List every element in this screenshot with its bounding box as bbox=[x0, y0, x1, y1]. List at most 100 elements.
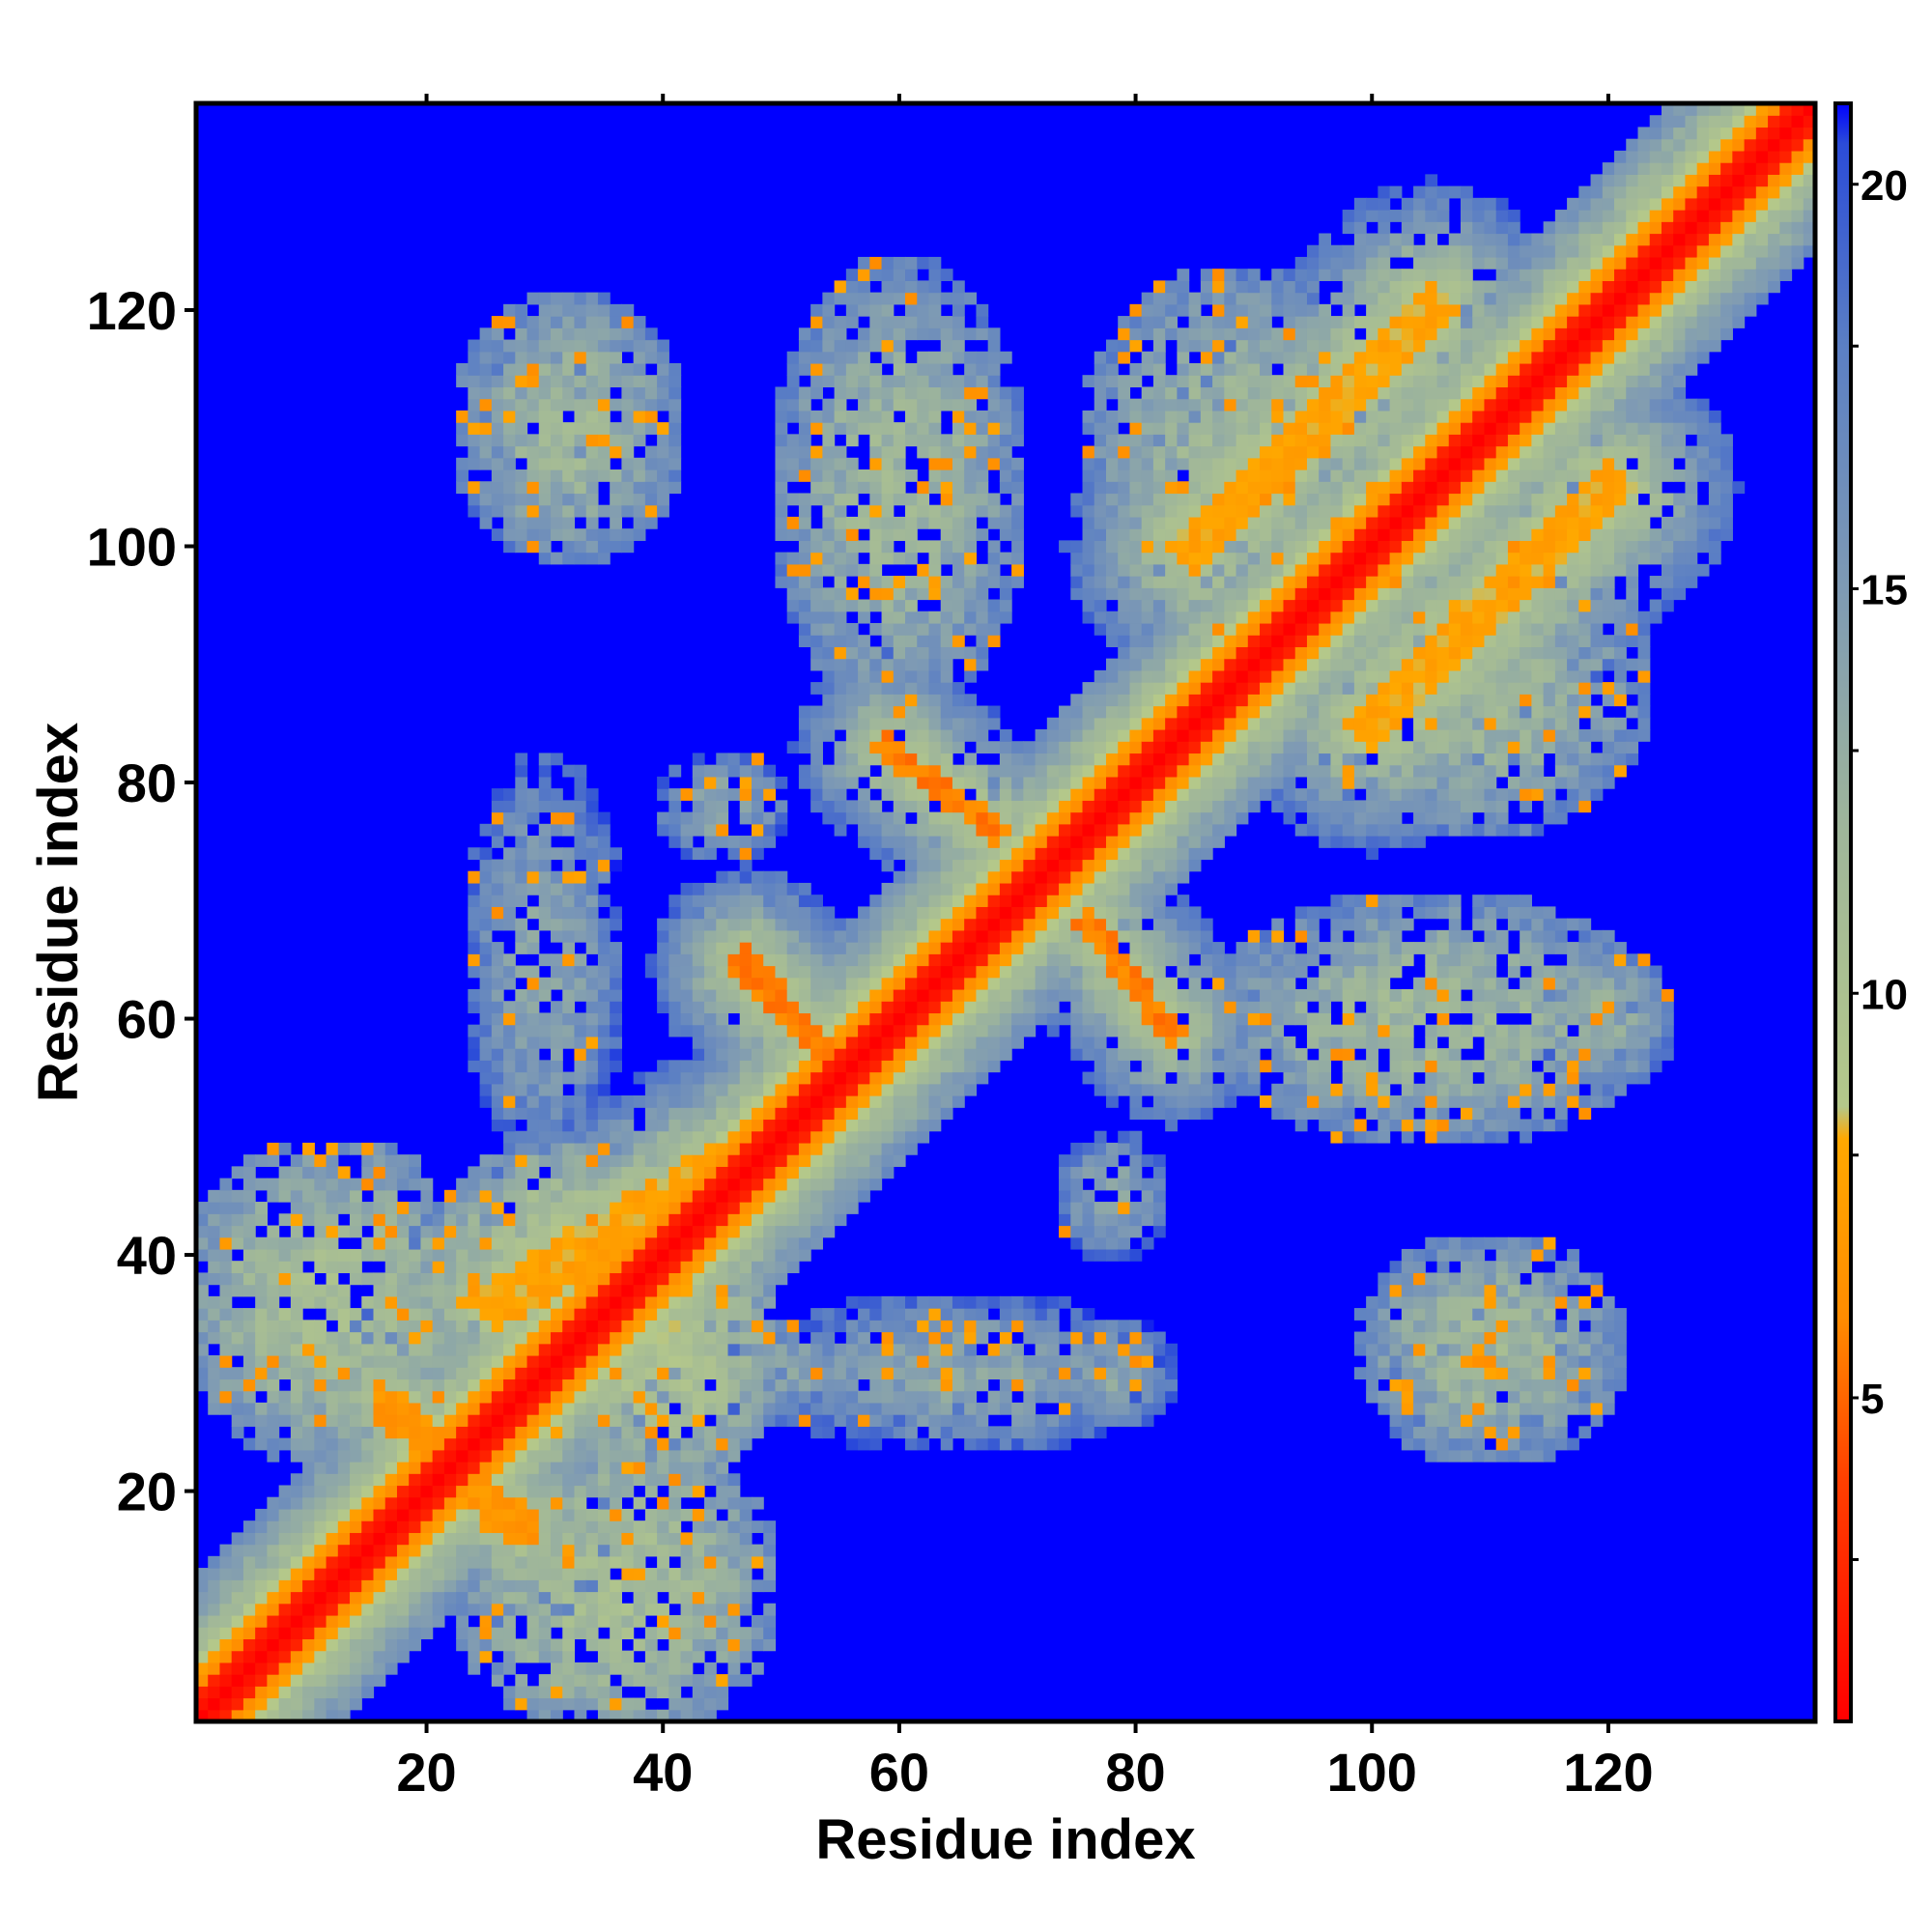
heatmap-cell bbox=[420, 1225, 434, 1238]
heatmap-cell bbox=[290, 1166, 303, 1179]
heatmap-cell bbox=[881, 1107, 895, 1121]
heatmap-cell bbox=[869, 599, 883, 612]
heatmap-cell bbox=[1082, 1048, 1095, 1061]
heatmap-cell bbox=[716, 1627, 729, 1640]
heatmap-cell bbox=[396, 1496, 410, 1510]
heatmap-cell bbox=[798, 1119, 811, 1132]
heatmap-cell bbox=[775, 1107, 788, 1121]
heatmap-cell bbox=[610, 1614, 623, 1628]
heatmap-cell bbox=[964, 658, 978, 671]
heatmap-cell bbox=[881, 327, 895, 341]
heatmap-cell bbox=[739, 942, 753, 954]
heatmap-cell bbox=[491, 1048, 504, 1061]
heatmap-cell bbox=[834, 823, 847, 837]
heatmap-cell bbox=[384, 1166, 398, 1179]
heatmap-cell bbox=[775, 776, 788, 789]
heatmap-cell bbox=[562, 1603, 576, 1616]
heatmap-cell bbox=[999, 1426, 1012, 1439]
heatmap-cell bbox=[905, 599, 918, 612]
heatmap-cell bbox=[396, 1261, 410, 1274]
heatmap-cell bbox=[456, 362, 469, 376]
heatmap-cell bbox=[231, 1390, 244, 1404]
heatmap-cell bbox=[716, 1320, 729, 1333]
heatmap-cell bbox=[1023, 811, 1037, 825]
heatmap-cell bbox=[1094, 504, 1107, 518]
heatmap-cell bbox=[314, 1508, 327, 1521]
heatmap-cell bbox=[479, 1462, 493, 1474]
heatmap-cell bbox=[657, 1166, 669, 1179]
heatmap-cell bbox=[881, 1308, 895, 1321]
heatmap-cell bbox=[798, 327, 811, 341]
heatmap-cell bbox=[538, 1686, 552, 1699]
heatmap-cell bbox=[644, 1225, 658, 1238]
heatmap-cell bbox=[976, 776, 989, 789]
heatmap-cell bbox=[384, 1189, 398, 1203]
heatmap-cell bbox=[893, 528, 906, 541]
heatmap-cell bbox=[526, 1686, 540, 1699]
heatmap-cell bbox=[739, 1107, 753, 1121]
heatmap-cell bbox=[869, 493, 883, 506]
heatmap-cell bbox=[704, 1024, 717, 1037]
heatmap-cell bbox=[881, 906, 895, 920]
heatmap-cell bbox=[964, 1071, 978, 1085]
heatmap-cell bbox=[621, 1213, 635, 1227]
heatmap-cell bbox=[562, 988, 576, 1002]
heatmap-cell bbox=[196, 1213, 209, 1227]
heatmap-cell bbox=[1082, 988, 1095, 1002]
heatmap-cell bbox=[775, 895, 788, 907]
heatmap-cell bbox=[267, 1261, 280, 1274]
heatmap-cell bbox=[869, 929, 883, 943]
heatmap-cell bbox=[574, 906, 587, 920]
heatmap-cell bbox=[775, 1178, 788, 1191]
heatmap-cell bbox=[905, 469, 918, 482]
heatmap-cell bbox=[396, 1449, 410, 1463]
heatmap-cell bbox=[822, 303, 836, 317]
heatmap-cell bbox=[940, 362, 953, 376]
heatmap-cell bbox=[314, 1650, 327, 1663]
heatmap-cell bbox=[538, 1697, 552, 1711]
heatmap-cell bbox=[704, 1520, 717, 1533]
heatmap-cell bbox=[1094, 1320, 1107, 1333]
heatmap-cell bbox=[479, 1272, 493, 1286]
heatmap-cell bbox=[562, 1107, 576, 1121]
heatmap-cell bbox=[551, 1107, 563, 1121]
heatmap-cell bbox=[928, 823, 942, 837]
heatmap-cell bbox=[350, 1331, 362, 1345]
heatmap-cell bbox=[644, 1154, 658, 1167]
heatmap-cell bbox=[810, 1189, 823, 1203]
heatmap-cell bbox=[538, 1367, 552, 1380]
heatmap-cell bbox=[1082, 516, 1095, 529]
heatmap-cell bbox=[585, 1555, 599, 1569]
heatmap-cell bbox=[964, 1048, 978, 1061]
heatmap-cell bbox=[751, 1378, 764, 1392]
heatmap-cell bbox=[526, 410, 540, 423]
heatmap-cell bbox=[1082, 728, 1095, 742]
heatmap-cell bbox=[562, 977, 576, 990]
heatmap-cell bbox=[680, 988, 694, 1002]
heatmap-cell bbox=[337, 1142, 351, 1155]
heatmap-cell bbox=[432, 1295, 445, 1309]
heatmap-cell bbox=[905, 658, 918, 671]
heatmap-cell bbox=[314, 1627, 327, 1640]
heatmap-cell bbox=[845, 481, 859, 495]
heatmap-cell bbox=[976, 611, 989, 624]
heatmap-cell bbox=[751, 764, 764, 778]
heatmap-cell bbox=[858, 635, 870, 648]
heatmap-cell bbox=[373, 1674, 386, 1687]
heatmap-cell bbox=[456, 1178, 469, 1191]
heatmap-cell bbox=[822, 717, 836, 730]
heatmap-cell bbox=[1059, 988, 1071, 1002]
heatmap-cell bbox=[515, 493, 528, 506]
heatmap-cell bbox=[881, 753, 895, 766]
heatmap-cell bbox=[1082, 1001, 1095, 1014]
heatmap-cell bbox=[361, 1402, 375, 1415]
heatmap-cell bbox=[976, 1367, 989, 1380]
heatmap-cell bbox=[361, 1638, 375, 1652]
heatmap-cell bbox=[432, 1485, 445, 1498]
heatmap-cell bbox=[917, 1130, 930, 1144]
heatmap-cell bbox=[468, 434, 481, 447]
heatmap-cell bbox=[1070, 906, 1084, 920]
heatmap-cell bbox=[1011, 1024, 1024, 1037]
heatmap-cell bbox=[976, 811, 989, 825]
heatmap-cell bbox=[845, 776, 859, 789]
